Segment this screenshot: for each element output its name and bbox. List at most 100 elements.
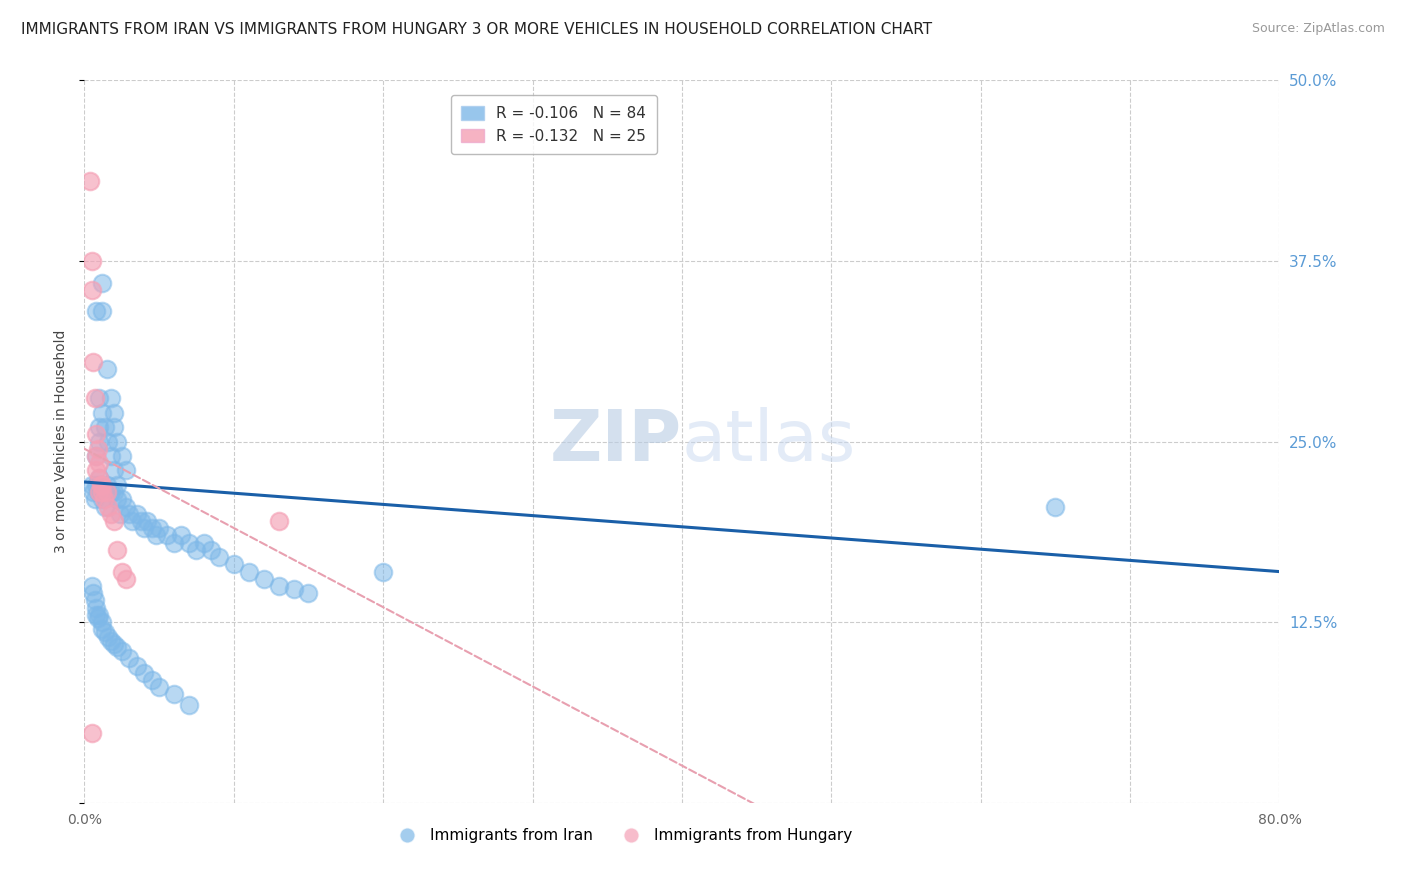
Point [177, 535, 200, 549]
Point [79, 174, 101, 188]
Point [111, 644, 134, 658]
Point [148, 680, 170, 694]
Point [86, 463, 108, 477]
Point [105, 478, 128, 492]
Point [91, 615, 114, 630]
Point [125, 658, 148, 673]
Point [86, 427, 108, 442]
Point [96, 362, 118, 376]
Point [136, 514, 159, 528]
Point [86, 478, 108, 492]
Point [121, 514, 143, 528]
Point [96, 478, 118, 492]
Point [103, 514, 125, 528]
Point [83, 391, 105, 405]
Point [94, 625, 117, 640]
Point [82, 586, 104, 600]
Point [222, 558, 245, 572]
Point [238, 565, 260, 579]
Point [110, 507, 132, 521]
Point [253, 572, 276, 586]
Point [100, 634, 122, 648]
Point [141, 673, 163, 687]
Point [97, 500, 120, 514]
Point [208, 550, 231, 565]
Y-axis label: 3 or more Vehicles in Household: 3 or more Vehicles in Household [53, 330, 67, 553]
Point [283, 582, 305, 596]
Point [103, 485, 125, 500]
Point [111, 449, 134, 463]
Point [118, 651, 141, 665]
Point [129, 514, 152, 528]
Point [148, 521, 170, 535]
Point [105, 434, 128, 449]
Point [103, 406, 125, 420]
Point [86, 607, 108, 622]
Point [100, 485, 122, 500]
Text: Source: ZipAtlas.com: Source: ZipAtlas.com [1251, 22, 1385, 36]
Point [105, 640, 128, 654]
Point [100, 507, 122, 521]
Point [267, 514, 290, 528]
Point [87, 485, 110, 500]
Point [89, 420, 111, 434]
Point [80, 579, 103, 593]
Point [177, 698, 200, 712]
Point [103, 637, 125, 651]
Point [100, 391, 122, 405]
Point [87, 611, 110, 625]
Text: ZIP: ZIP [550, 407, 682, 476]
Point [118, 507, 141, 521]
Point [94, 420, 117, 434]
Legend: Immigrants from Iran, Immigrants from Hungary: Immigrants from Iran, Immigrants from Hu… [385, 822, 859, 849]
Point [94, 500, 117, 514]
Point [90, 478, 112, 492]
Point [193, 535, 215, 549]
Point [93, 492, 115, 507]
Point [86, 449, 108, 463]
Point [80, 726, 103, 740]
Point [89, 485, 111, 500]
Point [89, 456, 111, 470]
Point [100, 449, 122, 463]
Point [89, 485, 111, 500]
Point [155, 528, 177, 542]
Point [373, 565, 395, 579]
Text: atlas: atlas [682, 407, 856, 476]
Point [141, 521, 163, 535]
Point [145, 528, 167, 542]
Point [80, 253, 103, 268]
Point [96, 485, 118, 500]
Point [170, 528, 193, 542]
Point [89, 391, 111, 405]
Point [105, 542, 128, 557]
Point [86, 449, 108, 463]
Point [125, 507, 148, 521]
Point [80, 478, 103, 492]
Point [91, 304, 114, 318]
Point [91, 623, 114, 637]
Point [111, 565, 134, 579]
Point [132, 665, 156, 680]
Point [163, 535, 186, 549]
Point [86, 600, 108, 615]
Point [103, 463, 125, 477]
Point [82, 355, 104, 369]
Point [97, 434, 120, 449]
Point [115, 463, 138, 477]
Point [89, 470, 111, 484]
Point [200, 542, 222, 557]
Point [132, 521, 156, 535]
Point [267, 579, 290, 593]
Point [87, 442, 110, 456]
Point [163, 687, 186, 701]
Point [103, 420, 125, 434]
Point [89, 434, 111, 449]
Point [297, 586, 319, 600]
Point [115, 500, 138, 514]
Point [115, 572, 138, 586]
Text: IMMIGRANTS FROM IRAN VS IMMIGRANTS FROM HUNGARY 3 OR MORE VEHICLES IN HOUSEHOLD : IMMIGRANTS FROM IRAN VS IMMIGRANTS FROM … [21, 22, 932, 37]
Point [83, 492, 105, 507]
Point [91, 492, 114, 507]
Point [91, 276, 114, 290]
